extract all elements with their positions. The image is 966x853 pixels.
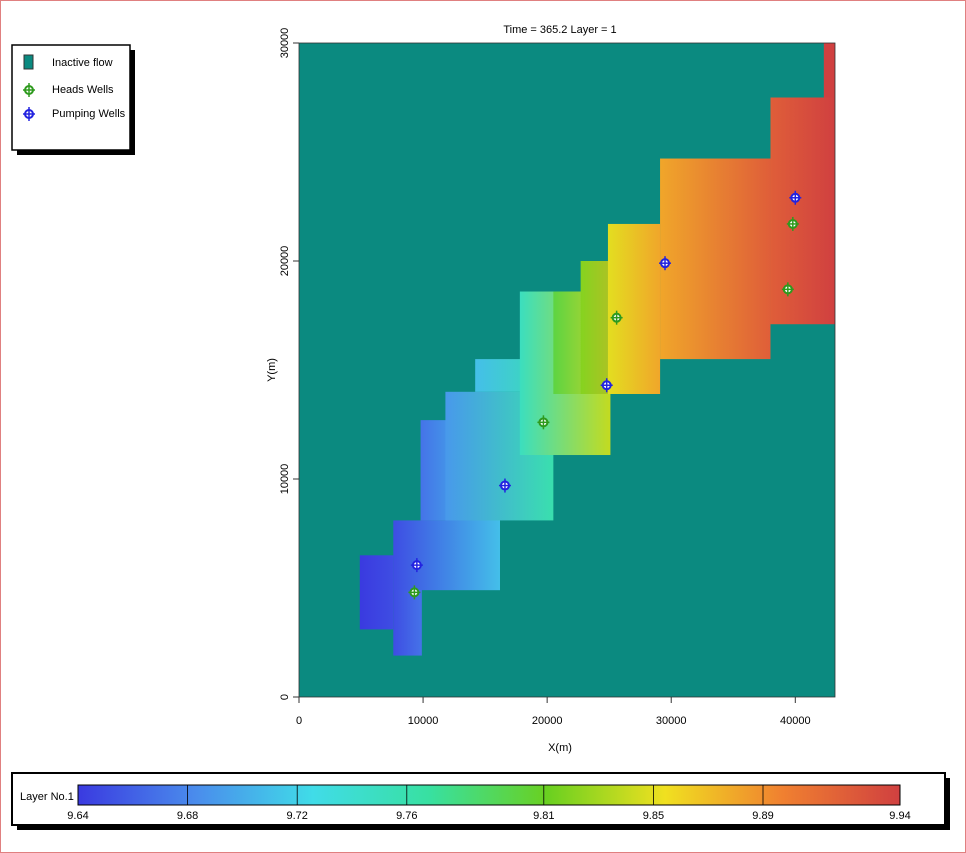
legend-label: Heads Wells [52,84,114,96]
head-block [770,98,835,325]
legend-label: Inactive flow [52,57,113,69]
head-block [608,224,660,394]
legend-label: Pumping Wells [52,108,126,120]
colorbar-tick-label: 9.72 [286,810,307,822]
chart: Time = 365.2 Layer = 1 X(m) Y(m) Layer N… [0,0,966,853]
x-tick-label: 40000 [780,715,811,727]
legend-swatch [24,55,33,69]
colorbar-tick-label: 9.94 [889,810,910,822]
colorbar-tick-label: 9.76 [396,810,417,822]
colorbar-label: Layer No.1 [20,791,74,803]
y-tick-label: 30000 [279,28,291,59]
y-axis-label: Y(m) [266,358,278,382]
head-block [824,43,835,98]
chart-title: Time = 365.2 Layer = 1 [503,24,616,36]
y-tick-label: 0 [279,694,291,700]
colorbar-tick-label: 9.81 [533,810,554,822]
head-block [660,159,770,360]
y-tick-label: 20000 [279,246,291,277]
x-tick-label: 10000 [408,715,439,727]
colorbar-tick-label: 9.64 [67,810,88,822]
colorbar-tick-label: 9.68 [177,810,198,822]
x-tick-label: 20000 [532,715,563,727]
x-tick-label: 0 [296,715,302,727]
page: Time = 365.2 Layer = 1 X(m) Y(m) Layer N… [0,0,966,853]
colorbar [78,785,900,805]
y-tick-label: 10000 [279,464,291,495]
colorbar-tick-label: 9.89 [752,810,773,822]
head-block [360,555,394,629]
x-tick-label: 30000 [656,715,687,727]
x-axis-label: X(m) [548,742,572,754]
head-block [393,520,500,590]
colorbar-tick-label: 9.85 [643,810,664,822]
